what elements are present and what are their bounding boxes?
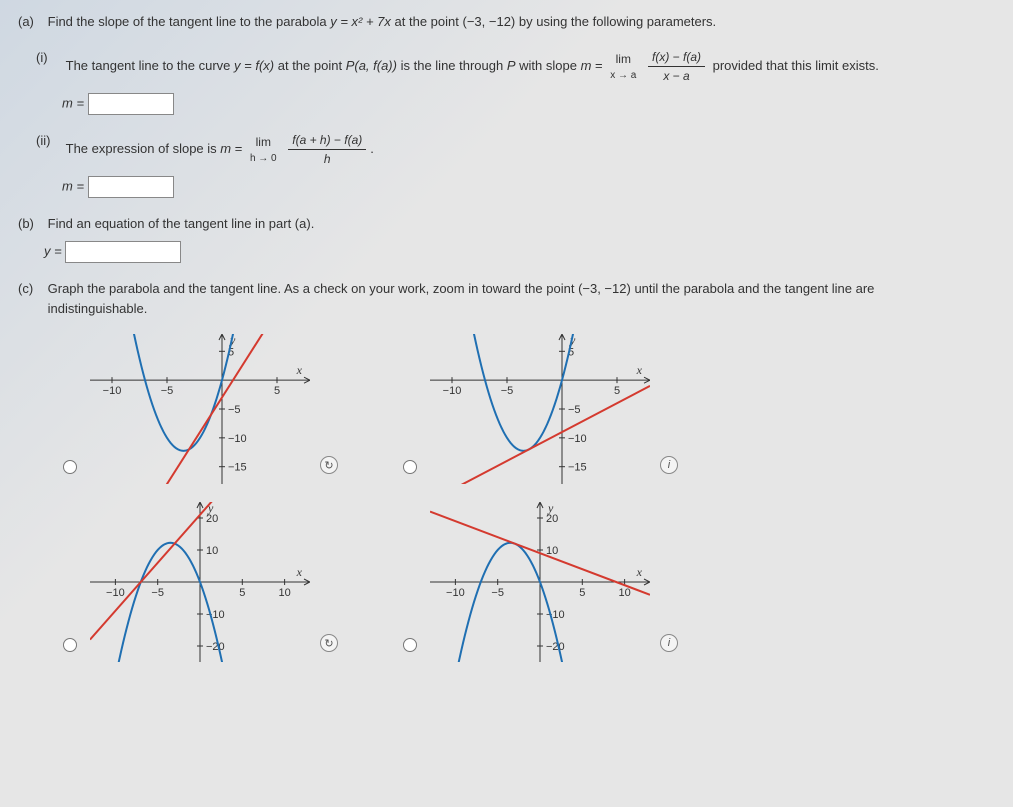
svg-text:5: 5 <box>274 385 280 397</box>
svg-text:10: 10 <box>206 545 218 557</box>
svg-text:−10: −10 <box>443 385 462 397</box>
part-b: (b) Find an equation of the tangent line… <box>18 214 995 264</box>
t5: provided that this limit exists. <box>713 57 879 72</box>
pt: (−3, −12) <box>463 14 516 29</box>
m-input-row-i: m = <box>62 93 995 115</box>
part-a-text: Find the slope of the tangent line to th… <box>48 12 717 32</box>
reset-icon[interactable]: ↻ <box>320 456 338 474</box>
part-a-ii: (ii) The expression of slope is m = lim … <box>18 131 995 198</box>
graph-cell-1: −10−555−5−10−15xy ↻ <box>58 334 338 484</box>
svg-text:−10: −10 <box>103 385 122 397</box>
t4: with slope <box>519 57 580 72</box>
svg-text:−5: −5 <box>491 587 504 599</box>
limit-expr-ii: lim h → 0 <box>250 133 277 166</box>
part-a-i-text: The tangent line to the curve y = f(x) a… <box>66 48 879 85</box>
graph-cell-2: −10−555−5−10−15xy i <box>398 334 678 484</box>
svg-text:−10: −10 <box>228 433 247 445</box>
part-a-i: (i) The tangent line to the curve y = f(… <box>18 48 995 115</box>
m-input-ii[interactable] <box>88 176 174 198</box>
svg-text:x: x <box>636 363 643 377</box>
svg-text:x: x <box>296 565 303 579</box>
t3: is the line through <box>401 57 507 72</box>
m-label: m = <box>62 95 84 110</box>
svg-text:x: x <box>296 363 303 377</box>
graph-cell-4: −10−55102010−10−20xy i <box>398 502 678 662</box>
eq2: P(a, f(a)) <box>346 57 397 72</box>
eq: y = x² + 7x <box>330 14 391 29</box>
svg-text:5: 5 <box>579 587 585 599</box>
graph-4: −10−55102010−10−20xy <box>430 502 650 662</box>
m-eq: m <box>581 57 592 72</box>
eq3: P <box>507 57 516 72</box>
svg-text:−15: −15 <box>228 462 247 474</box>
svg-text:−10: −10 <box>106 587 125 599</box>
svg-text:y: y <box>547 502 554 515</box>
svg-text:−10: −10 <box>568 433 587 445</box>
svg-text:10: 10 <box>278 587 290 599</box>
graph-1: −10−555−5−10−15xy <box>90 334 310 484</box>
t1: Find the slope of the tangent line to th… <box>48 14 331 29</box>
graph-radio-4[interactable] <box>403 638 417 652</box>
graph-3: −10−55102010−10−20xy <box>90 502 310 662</box>
svg-text:x: x <box>636 565 643 579</box>
info-icon-2[interactable]: i <box>660 634 678 652</box>
part-c: (c) Graph the parabola and the tangent l… <box>18 279 995 318</box>
part-a-ii-label: (ii) <box>36 131 62 151</box>
svg-text:5: 5 <box>614 385 620 397</box>
m-input-i[interactable] <box>88 93 174 115</box>
svg-text:−20: −20 <box>206 641 225 653</box>
svg-text:−5: −5 <box>501 385 514 397</box>
m-input-row-ii: m = <box>62 176 995 198</box>
graph-cell-3: −10−55102010−10−20xy ↻ <box>58 502 338 662</box>
svg-text:−15: −15 <box>568 462 587 474</box>
part-c-label: (c) <box>18 279 44 299</box>
graph-radio-1[interactable] <box>63 460 77 474</box>
graph-radio-2[interactable] <box>403 460 417 474</box>
fraction-ii: f(a + h) − f(a) h <box>288 131 366 168</box>
part-c-text: Graph the parabola and the tangent line.… <box>48 279 968 318</box>
graphs-row-2: −10−55102010−10−20xy ↻ −10−55102010−10−2… <box>58 502 995 662</box>
graph-radio-3[interactable] <box>63 638 77 652</box>
fraction: f(x) − f(a) x − a <box>648 48 705 85</box>
eq1: y = f(x) <box>234 57 274 72</box>
y-label: y = <box>44 243 62 258</box>
limit-expr: lim x → a <box>610 50 636 83</box>
y-input[interactable] <box>65 241 181 263</box>
part-a: (a) Find the slope of the tangent line t… <box>18 12 995 32</box>
t2: at the point <box>278 57 346 72</box>
m-label-ii: m = <box>62 178 84 193</box>
part-a-label: (a) <box>18 12 44 32</box>
t3: by using the following parameters. <box>519 14 716 29</box>
svg-text:−5: −5 <box>161 385 174 397</box>
svg-text:−10: −10 <box>446 587 465 599</box>
y-input-row: y = <box>44 241 995 263</box>
part-b-text: Find an equation of the tangent line in … <box>48 214 315 234</box>
svg-text:10: 10 <box>618 587 630 599</box>
part-b-label: (b) <box>18 214 44 234</box>
svg-text:5: 5 <box>239 587 245 599</box>
t1: The tangent line to the curve <box>66 57 234 72</box>
graph-2: −10−555−5−10−15xy <box>430 334 650 484</box>
svg-text:−20: −20 <box>546 641 565 653</box>
part-a-ii-text: The expression of slope is m = lim h → 0… <box>66 131 374 168</box>
part-a-i-label: (i) <box>36 48 62 68</box>
graphs-row-1: −10−555−5−10−15xy ↻ −10−555−5−10−15xy i <box>58 334 995 484</box>
svg-text:−5: −5 <box>568 404 581 416</box>
t1: The expression of slope is <box>66 140 221 155</box>
t2: at the point <box>395 14 463 29</box>
info-icon[interactable]: i <box>660 456 678 474</box>
svg-text:−5: −5 <box>228 404 241 416</box>
svg-text:−5: −5 <box>151 587 164 599</box>
reset-icon-2[interactable]: ↻ <box>320 634 338 652</box>
